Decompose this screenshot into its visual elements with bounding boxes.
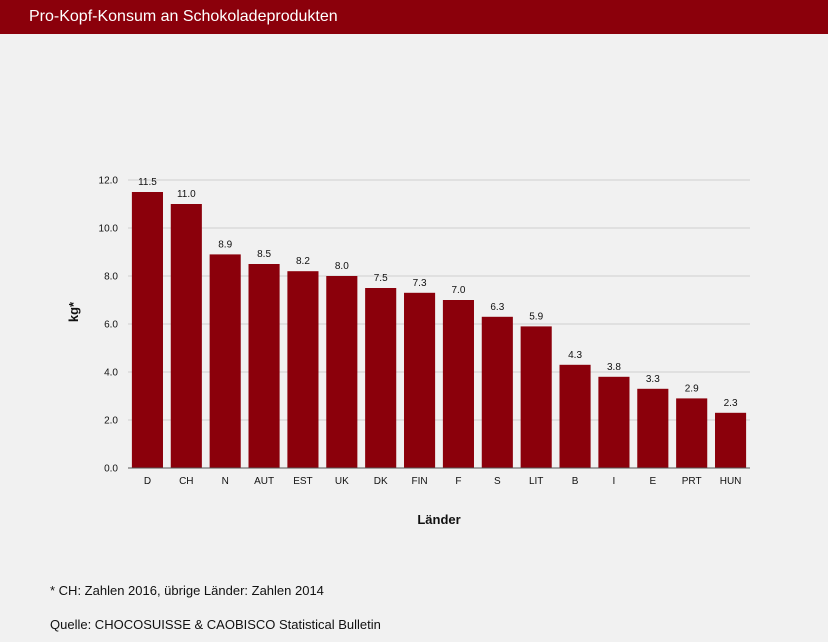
x-axis-title: Länder — [417, 512, 460, 527]
x-tick-label: CH — [179, 476, 193, 487]
y-tick-label: 10.0 — [99, 224, 119, 235]
bar — [637, 388, 669, 468]
y-axis-ticks: 0.0 2.0 4.0 6.0 8.0 10.0 12.0 — [99, 176, 119, 475]
data-label: 6.3 — [490, 302, 504, 313]
data-label: 5.9 — [529, 311, 543, 322]
data-label: 8.2 — [296, 256, 310, 267]
data-label: 3.8 — [607, 362, 621, 373]
data-label: 2.9 — [685, 383, 699, 394]
chart-title: Pro-Kopf-Konsum an Schokoladeprodukten — [29, 8, 338, 25]
data-label: 7.0 — [451, 285, 465, 296]
x-tick-label: PRT — [682, 476, 702, 487]
source-note: Quelle: CHOCOSUISSE & CAOBISCO Statistic… — [50, 617, 381, 632]
bar — [131, 192, 163, 468]
x-tick-label: UK — [335, 476, 349, 487]
data-label: 7.3 — [413, 278, 427, 289]
data-label: 7.5 — [374, 273, 388, 284]
data-label: 11.0 — [177, 189, 196, 200]
bar — [598, 376, 630, 468]
x-tick-label: E — [649, 476, 656, 487]
x-tick-label: AUT — [254, 476, 274, 487]
bar — [209, 254, 241, 468]
bar — [676, 398, 708, 468]
bar — [404, 292, 436, 468]
x-tick-label: HUN — [720, 476, 742, 487]
x-tick-label: DK — [374, 476, 388, 487]
x-tick-label: F — [455, 476, 461, 487]
chart-title-bar: Pro-Kopf-Konsum an Schokoladeprodukten — [0, 0, 828, 34]
bar — [365, 288, 397, 468]
x-tick-label: N — [222, 476, 229, 487]
data-label: 3.3 — [646, 374, 660, 385]
data-label: 8.5 — [257, 249, 271, 260]
y-axis-title: kg* — [66, 301, 81, 322]
data-label: 4.3 — [568, 350, 582, 361]
x-tick-label: I — [613, 476, 616, 487]
bar — [559, 364, 591, 468]
y-tick-label: 6.0 — [104, 320, 118, 331]
bar — [442, 300, 474, 468]
bars — [131, 192, 747, 468]
bar — [326, 276, 358, 468]
bar — [481, 316, 513, 468]
bar — [520, 326, 552, 468]
x-tick-label: EST — [293, 476, 312, 487]
bar — [248, 264, 280, 468]
x-tick-label: D — [144, 476, 151, 487]
y-tick-label: 2.0 — [104, 416, 118, 427]
y-tick-label: 12.0 — [99, 176, 119, 187]
y-tick-label: 0.0 — [104, 464, 118, 475]
data-label: 8.9 — [218, 239, 232, 250]
x-tick-label: FIN — [412, 476, 428, 487]
footnote: * CH: Zahlen 2016, übrige Länder: Zahlen… — [50, 583, 324, 598]
data-label: 11.5 — [138, 177, 157, 188]
bar — [170, 204, 202, 468]
x-tick-label: LIT — [529, 476, 543, 487]
x-tick-label: B — [572, 476, 579, 487]
x-axis-ticks: D CH N AUT EST UK DK FIN F S LIT B I E PRT HUN — [144, 476, 742, 487]
data-label: 8.0 — [335, 261, 349, 272]
y-tick-label: 4.0 — [104, 368, 118, 379]
bar — [715, 412, 747, 468]
data-labels: 11.5 11.0 8.9 8.5 8.2 8.0 7.5 7.3 7.0 6.3 5.9 4.3 3.… — [138, 177, 738, 409]
y-tick-label: 8.0 — [104, 272, 118, 283]
bar — [287, 271, 319, 468]
x-tick-label: S — [494, 476, 501, 487]
data-label: 2.3 — [724, 398, 738, 409]
